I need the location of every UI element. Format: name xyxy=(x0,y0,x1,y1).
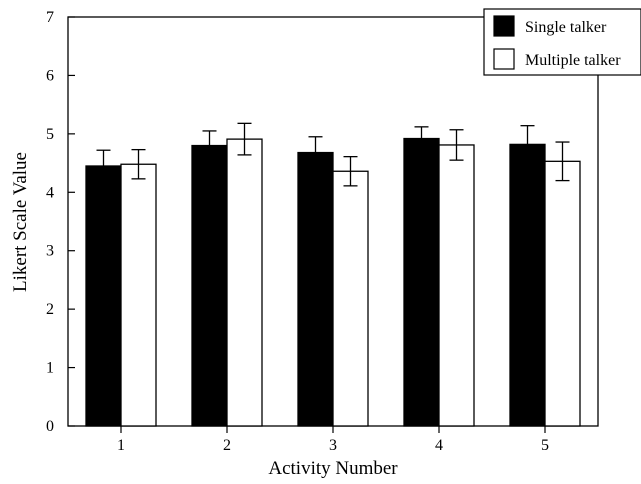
bar-single-talker xyxy=(191,144,228,427)
y-tick-label: 2 xyxy=(46,301,54,318)
legend-label-multiple-talker: Multiple talker xyxy=(525,52,621,69)
x-tick-label: 2 xyxy=(223,437,231,454)
bar-single-talker xyxy=(509,143,546,427)
y-axis: 0 1 2 3 4 5 6 7 xyxy=(46,9,75,435)
x-axis-title: Activity Number xyxy=(268,458,398,479)
bar-multiple-talker xyxy=(120,163,157,427)
legend-swatch-single-talker xyxy=(493,15,515,37)
y-tick-label: 4 xyxy=(46,184,54,201)
bar-multiple-talker xyxy=(226,138,263,427)
y-tick-label: 5 xyxy=(46,126,54,143)
bar-multiple-talker xyxy=(332,170,369,427)
y-axis-title: Likert Scale Value xyxy=(10,152,31,292)
x-tick-label: 5 xyxy=(541,437,549,454)
legend: Single talker Multiple talker xyxy=(483,8,641,76)
legend-label-single-talker: Single talker xyxy=(525,19,607,36)
bar-single-talker xyxy=(85,165,122,427)
y-tick-label: 0 xyxy=(46,418,54,435)
x-axis: 1 2 3 4 5 xyxy=(117,426,549,454)
bar-multiple-talker xyxy=(438,144,475,427)
x-tick-label: 1 xyxy=(117,437,125,454)
x-tick-label: 4 xyxy=(435,437,443,454)
bar-single-talker xyxy=(403,137,440,427)
legend-swatch-multiple-talker xyxy=(493,48,515,70)
y-tick-label: 7 xyxy=(46,9,54,26)
y-tick-label: 1 xyxy=(46,360,54,377)
data-marks xyxy=(85,122,581,427)
bar-single-talker xyxy=(297,151,334,427)
y-tick-label: 3 xyxy=(46,243,54,260)
y-tick-label: 6 xyxy=(46,67,54,84)
bar-multiple-talker xyxy=(544,160,581,427)
x-tick-label: 3 xyxy=(329,437,337,454)
